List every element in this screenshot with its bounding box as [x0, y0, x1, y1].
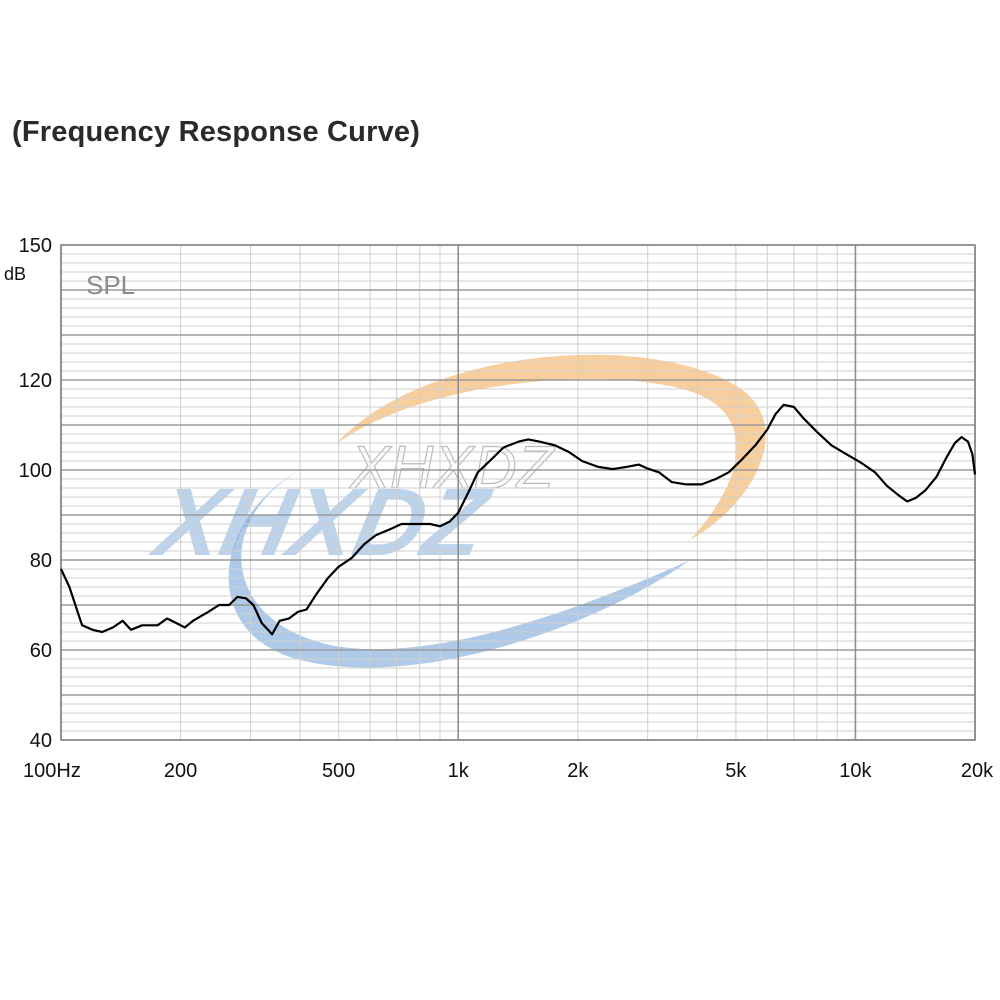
watermark-logo-outline: XHXDZ	[348, 434, 556, 501]
y-tick-label: 150	[19, 235, 52, 257]
spl-curve	[60, 403, 977, 636]
x-tick-label: 10k	[839, 760, 872, 782]
x-tick-label: 20k	[961, 760, 994, 782]
y-tick-labels: 150 120 100 80 60 40	[19, 235, 52, 752]
x-tick-labels: 100Hz 200 500 1k 2k 5k 10k 20k	[23, 760, 994, 782]
y-tick-label: 40	[30, 730, 52, 752]
y-tick-label: 100	[19, 460, 52, 482]
y-tick-label: 120	[19, 370, 52, 392]
x-tick-label: 500	[322, 760, 355, 782]
x-tick-label: 1k	[448, 760, 470, 782]
y-tick-label: 80	[30, 550, 52, 572]
axis-labels: dB SPL	[4, 264, 135, 300]
x-tick-label: 2k	[567, 760, 589, 782]
watermark: XHXDZ XHXDZ	[143, 354, 766, 668]
series-label-spl: SPL	[86, 270, 135, 300]
x-tick-label: 200	[164, 760, 197, 782]
x-tick-label: 100Hz	[23, 760, 81, 782]
minor-grid	[61, 245, 976, 740]
x-tick-label: 5k	[725, 760, 747, 782]
major-grid	[60, 244, 976, 741]
y-tick-label: 60	[30, 640, 52, 662]
y-unit-label: dB	[4, 264, 26, 284]
chart-title: (Frequency Response Curve)	[12, 116, 421, 148]
plot-border	[60, 244, 976, 741]
watermark-blue-swoosh	[228, 470, 690, 668]
